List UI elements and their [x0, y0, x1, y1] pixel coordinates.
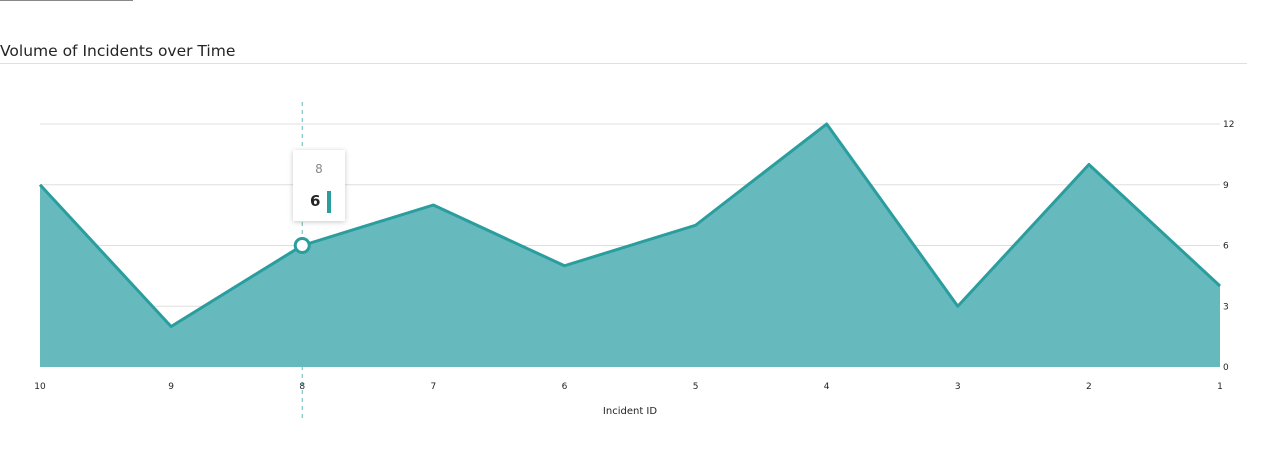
y-axis-ticks: 0 3 6 9 12 [1223, 120, 1234, 373]
x-tick-label: 3 [955, 382, 961, 392]
data-tooltip: 8 6 [293, 150, 345, 221]
x-axis-title: Incident ID [603, 406, 657, 417]
x-tick-label: 2 [1086, 382, 1092, 392]
tooltip-series-swatch [327, 191, 331, 213]
x-tick-label: 4 [824, 382, 830, 392]
x-tick-label: 1 [1217, 382, 1223, 392]
tooltip-category: 8 [315, 162, 323, 176]
title-divider [0, 63, 1247, 64]
y-tick-label: 12 [1223, 120, 1234, 130]
chart-section-title: Volume of Incidents over Time [0, 42, 236, 60]
x-tick-label: 8 [299, 382, 305, 392]
x-tick-label: 5 [693, 382, 699, 392]
x-tick-label: 9 [168, 382, 174, 392]
x-axis-ticks: 10 9 8 7 6 5 4 3 2 1 [34, 382, 1223, 392]
y-tick-label: 0 [1223, 363, 1229, 373]
hover-point-marker[interactable] [293, 237, 311, 254]
y-tick-label: 9 [1223, 181, 1229, 191]
x-tick-label: 10 [34, 382, 46, 392]
y-tick-label: 6 [1223, 242, 1229, 252]
y-tick-label: 3 [1223, 302, 1229, 312]
area-series-line [38, 122, 1222, 328]
x-tick-label: 6 [562, 382, 568, 392]
x-tick-label: 7 [430, 382, 436, 392]
tooltip-value: 6 [310, 192, 321, 210]
top-underline [0, 0, 133, 1]
